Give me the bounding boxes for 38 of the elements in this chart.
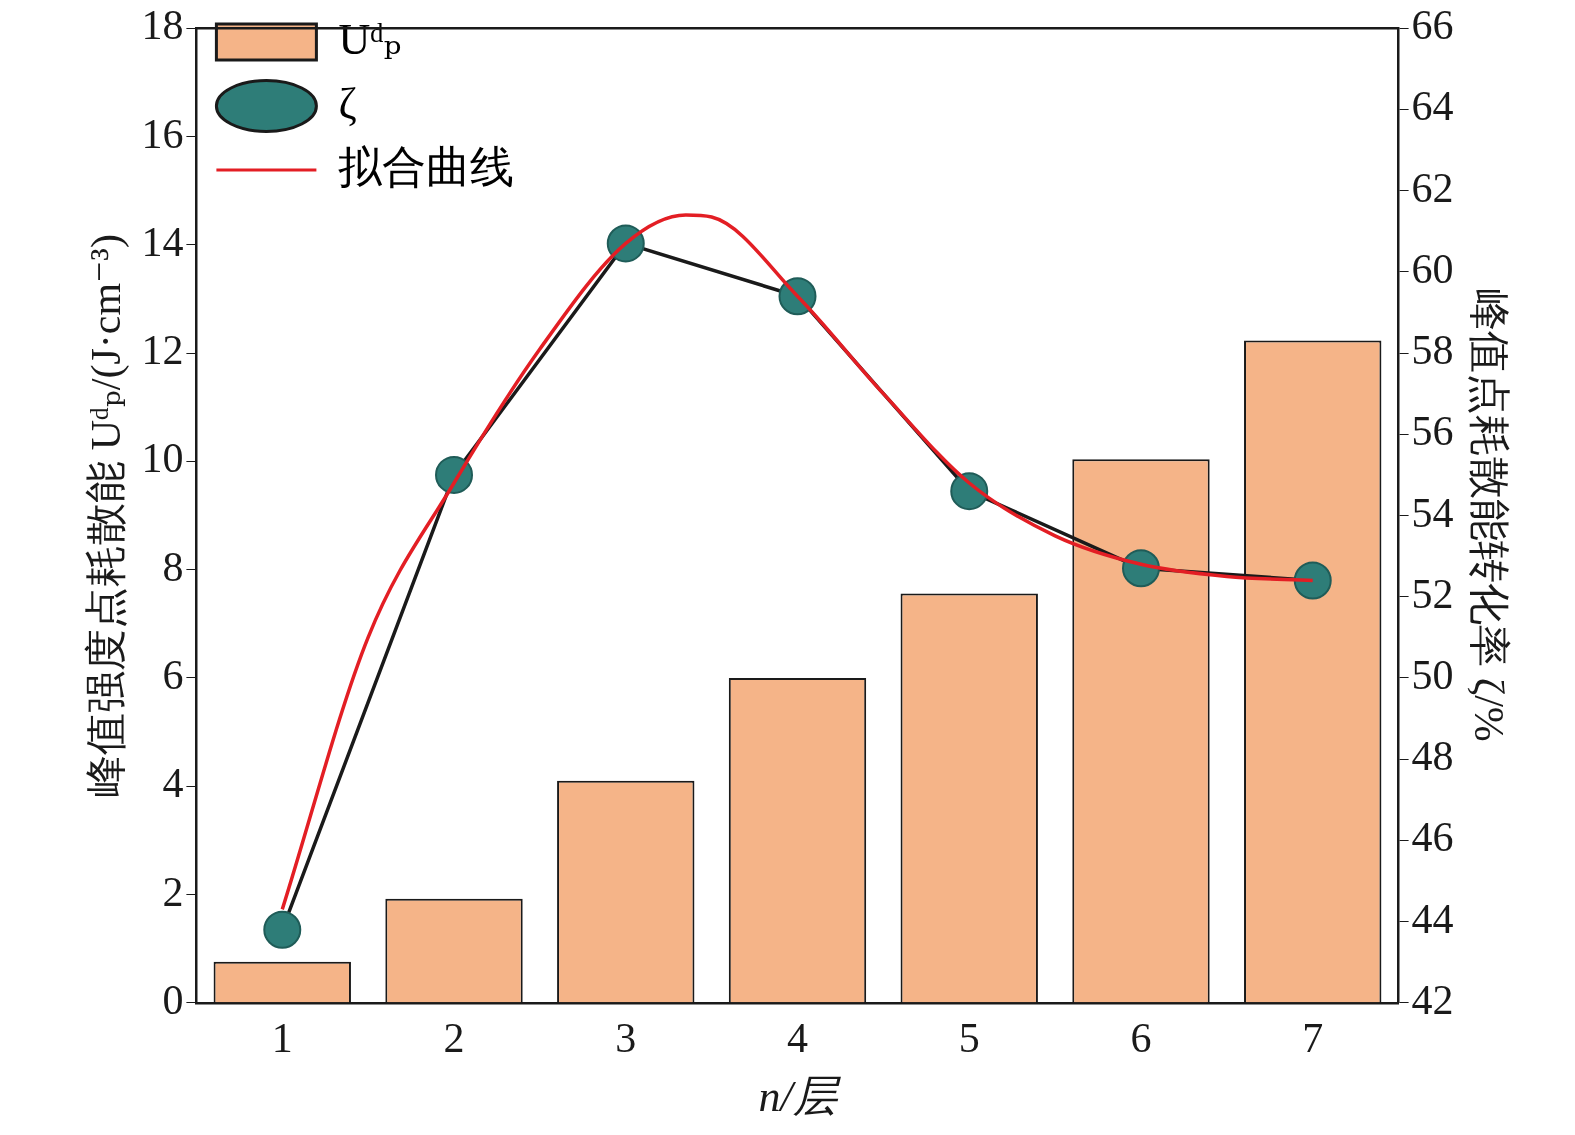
y2-tick-label: 48 xyxy=(1411,733,1454,780)
y-tick-label: 4 xyxy=(162,760,184,807)
y2-tick-label: 60 xyxy=(1411,245,1454,292)
y-tick-label: 0 xyxy=(162,976,184,1023)
x-tick-label: 4 xyxy=(787,1015,808,1062)
y-tick-label: 8 xyxy=(162,543,184,590)
y2-tick-label: 44 xyxy=(1411,895,1454,942)
y-tick-label: 6 xyxy=(162,651,184,698)
y2-tick-label: 54 xyxy=(1411,489,1454,536)
x-tick-label: 7 xyxy=(1302,1015,1324,1062)
legend-label: ζ xyxy=(338,78,357,128)
y2-tick-label: 58 xyxy=(1411,327,1454,374)
y-tick-label: 16 xyxy=(141,110,184,157)
y2-tick-label: 64 xyxy=(1411,83,1454,130)
y-tick-label: 10 xyxy=(141,435,184,482)
x-tick-label: 2 xyxy=(443,1015,465,1062)
y-tick-label: 2 xyxy=(162,868,184,915)
y-tick-label: 12 xyxy=(141,327,184,374)
y-tick-label: 14 xyxy=(141,218,184,265)
y2-tick-label: 52 xyxy=(1411,570,1454,617)
x-tick-label: 6 xyxy=(1130,1015,1152,1062)
y-tick-label: 18 xyxy=(141,2,184,49)
y2-tick-label: 56 xyxy=(1411,408,1454,455)
legend-label: 拟合曲线 xyxy=(338,142,515,192)
y-axis-title: 峰值强度点耗散能 Uᵈₚ/(J·cm⁻³) xyxy=(83,234,131,797)
y2-axis-title: 峰值点耗散能转化率 ζ/% xyxy=(1465,289,1512,742)
x-tick-label: 3 xyxy=(615,1015,637,1062)
x-tick-label: 5 xyxy=(958,1015,980,1062)
x-tick-label: 1 xyxy=(271,1015,293,1062)
point xyxy=(1293,561,1332,600)
y2-tick-label: 42 xyxy=(1411,976,1454,1023)
point xyxy=(263,910,302,949)
legend-label: Uᵈₚ xyxy=(338,14,402,64)
y2-tick-label: 62 xyxy=(1411,164,1454,211)
y2-tick-label: 50 xyxy=(1411,651,1454,698)
y2-tick-label: 66 xyxy=(1411,2,1454,49)
y2-tick-label: 46 xyxy=(1411,814,1454,861)
x-axis-title: n/层 xyxy=(758,1072,841,1122)
